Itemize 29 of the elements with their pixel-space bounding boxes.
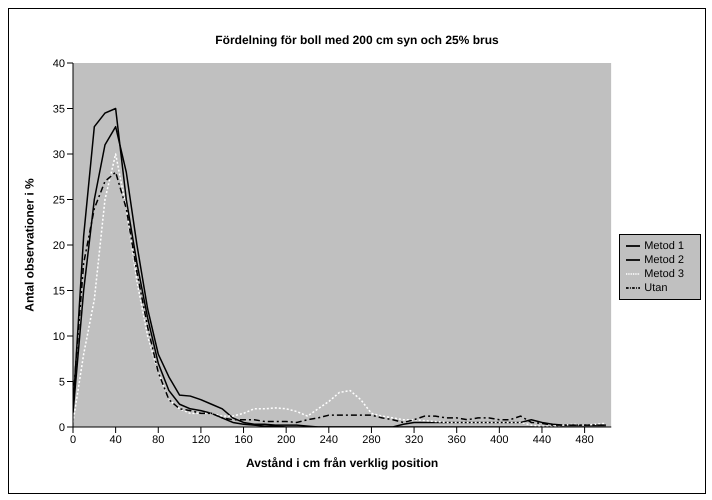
y-tick-label: 5 <box>58 376 65 388</box>
y-tick-label: 30 <box>52 148 65 161</box>
legend-label: Metod 3 <box>644 268 684 280</box>
x-tick-label: 480 <box>575 434 594 446</box>
x-tick-label: 80 <box>152 434 164 446</box>
x-tick-label: 360 <box>448 434 466 446</box>
y-tick-label: 0 <box>58 422 65 434</box>
x-tick-label: 200 <box>276 434 296 446</box>
legend-label: Utan <box>644 282 668 294</box>
chart-title: Fördelning för boll med 200 cm syn och 25% brus <box>214 33 500 47</box>
x-tick-label: 320 <box>404 434 424 446</box>
x-tick-label: 120 <box>192 434 210 446</box>
y-tick-label: 15 <box>52 285 65 298</box>
legend-label: Metod 1 <box>644 240 684 252</box>
y-tick-label: 35 <box>52 103 65 116</box>
x-tick-label: 160 <box>234 434 253 446</box>
y-tick-label: 10 <box>52 330 65 343</box>
y-tick-label: 20 <box>52 240 65 252</box>
y-tick-label: 40 <box>52 58 65 70</box>
x-tick-label: 400 <box>490 434 509 446</box>
x-tick-label: 240 <box>320 434 338 446</box>
x-tick-label: 0 <box>70 434 76 446</box>
y-tick-label: 25 <box>52 194 65 206</box>
y-axis-title: Antal observationer i % <box>22 178 36 312</box>
legend-label: Metod 2 <box>644 254 684 266</box>
x-tick-label: 280 <box>362 434 381 446</box>
x-tick-label: 40 <box>110 434 122 446</box>
x-axis-title: Avstånd i cm från verklig position <box>246 456 438 470</box>
x-tick-label: 440 <box>532 434 552 446</box>
